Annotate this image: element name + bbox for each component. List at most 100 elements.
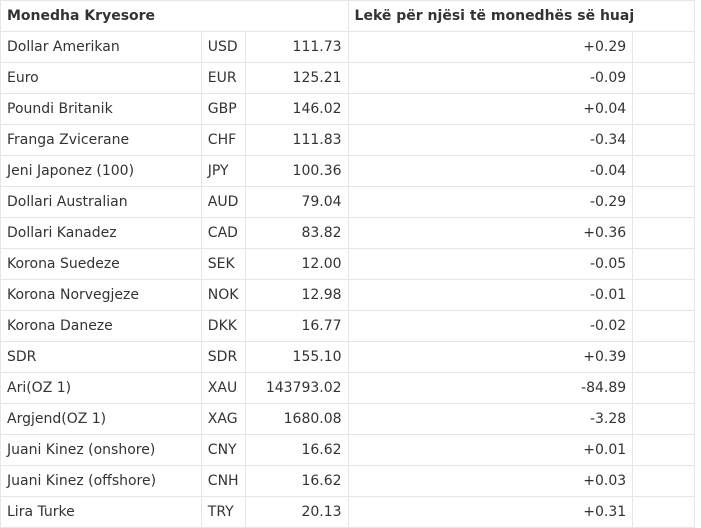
- table-row: Jeni Japonez (100) JPY 100.36 -0.04: [0, 155, 695, 187]
- currency-rate: 100.36: [244, 155, 349, 187]
- table-row: Poundi Britanik GBP 146.02 +0.04: [0, 93, 695, 125]
- currency-change: +0.03: [347, 465, 634, 497]
- currency-name: SDR: [0, 341, 202, 373]
- currency-code: SEK: [200, 248, 246, 280]
- currency-code: CHF: [200, 124, 246, 156]
- currency-name: Korona Daneze: [0, 310, 202, 342]
- currency-code: JPY: [200, 155, 246, 187]
- currency-change: -0.29: [347, 186, 634, 218]
- table-body: Dollar Amerikan USD 111.73 +0.29 Euro EUR 125.…: [0, 31, 695, 528]
- table-row: Korona Daneze DKK 16.77 -0.02: [0, 310, 695, 342]
- currency-name: Korona Suedeze: [0, 248, 202, 280]
- currency-change: +0.31: [347, 496, 634, 528]
- currency-name: Dollari Australian: [0, 186, 202, 218]
- table-row: Dollar Amerikan USD 111.73 +0.29: [0, 31, 695, 63]
- currency-change: -84.89: [347, 372, 634, 404]
- table-row: Dollari Kanadez CAD 83.82 +0.36: [0, 217, 695, 249]
- currency-code: XAG: [200, 403, 246, 435]
- currency-code: TRY: [200, 496, 246, 528]
- empty-cell: [632, 248, 695, 280]
- currency-name: Argjend(OZ 1): [0, 403, 202, 435]
- currency-name: Franga Zvicerane: [0, 124, 202, 156]
- currency-change: -0.34: [347, 124, 634, 156]
- currency-code: GBP: [200, 93, 246, 125]
- currency-code: SDR: [200, 341, 246, 373]
- currency-name: Juani Kinez (onshore): [0, 434, 202, 466]
- currency-change: -0.01: [347, 279, 634, 311]
- currency-name: Poundi Britanik: [0, 93, 202, 125]
- currency-rate: 16.62: [244, 434, 349, 466]
- currency-name: Dollar Amerikan: [0, 31, 202, 63]
- currency-name: Jeni Japonez (100): [0, 155, 202, 187]
- empty-cell: [632, 186, 695, 218]
- currency-rate: 79.04: [244, 186, 349, 218]
- empty-cell: [632, 496, 695, 528]
- currency-code: NOK: [200, 279, 246, 311]
- currency-rate: 16.77: [244, 310, 349, 342]
- empty-cell: [632, 31, 695, 63]
- table-row: Franga Zvicerane CHF 111.83 -0.34: [0, 124, 695, 156]
- empty-cell: [632, 217, 695, 249]
- empty-cell: [632, 310, 695, 342]
- currency-change: -0.02: [347, 310, 634, 342]
- currency-name: Ari(OZ 1): [0, 372, 202, 404]
- currency-name: Lira Turke: [0, 496, 202, 528]
- table-row: Euro EUR 125.21 -0.09: [0, 62, 695, 94]
- currency-rate: 146.02: [244, 93, 349, 125]
- currency-name: Euro: [0, 62, 202, 94]
- currency-change: -0.05: [347, 248, 634, 280]
- currency-rate: 1680.08: [244, 403, 349, 435]
- empty-cell: [632, 372, 695, 404]
- currency-code: XAU: [200, 372, 246, 404]
- header-rate-description: Lekë për njësi të monedhës së huaj: [347, 0, 696, 32]
- empty-cell: [632, 403, 695, 435]
- table-row: Juani Kinez (offshore) CNH 16.62 +0.03: [0, 465, 695, 497]
- currency-change: +0.04: [347, 93, 634, 125]
- currency-change: +0.01: [347, 434, 634, 466]
- currency-code: CAD: [200, 217, 246, 249]
- currency-change: +0.36: [347, 217, 634, 249]
- currency-code: CNH: [200, 465, 246, 497]
- currency-rate: 125.21: [244, 62, 349, 94]
- currency-code: DKK: [200, 310, 246, 342]
- table-row: Korona Suedeze SEK 12.00 -0.05: [0, 248, 695, 280]
- currency-rate: 143793.02: [244, 372, 349, 404]
- currency-name: Korona Norvegjeze: [0, 279, 202, 311]
- currency-code: EUR: [200, 62, 246, 94]
- empty-cell: [632, 62, 695, 94]
- empty-cell: [632, 279, 695, 311]
- currency-rate: 12.98: [244, 279, 349, 311]
- currency-change: +0.39: [347, 341, 634, 373]
- currency-rate: 111.83: [244, 124, 349, 156]
- currency-rate: 16.62: [244, 465, 349, 497]
- table-row: Argjend(OZ 1) XAG 1680.08 -3.28: [0, 403, 695, 435]
- currency-code: AUD: [200, 186, 246, 218]
- currency-rate: 12.00: [244, 248, 349, 280]
- header-main-currencies: Monedha Kryesore: [0, 0, 349, 32]
- empty-cell: [632, 93, 695, 125]
- table-row: Lira Turke TRY 20.13 +0.31: [0, 496, 695, 528]
- empty-cell: [632, 465, 695, 497]
- currency-code: USD: [200, 31, 246, 63]
- empty-cell: [632, 434, 695, 466]
- table-row: Ari(OZ 1) XAU 143793.02 -84.89: [0, 372, 695, 404]
- table-row: SDR SDR 155.10 +0.39: [0, 341, 695, 373]
- currency-code: CNY: [200, 434, 246, 466]
- currency-name: Dollari Kanadez: [0, 217, 202, 249]
- table-row: Juani Kinez (onshore) CNY 16.62 +0.01: [0, 434, 695, 466]
- currency-rate: 111.73: [244, 31, 349, 63]
- currency-rate: 83.82: [244, 217, 349, 249]
- empty-cell: [632, 124, 695, 156]
- empty-cell: [632, 155, 695, 187]
- empty-cell: [632, 341, 695, 373]
- currency-change: -3.28: [347, 403, 634, 435]
- table-header-row: Monedha Kryesore Lekë për njësi të moned…: [0, 0, 696, 32]
- currency-change: -0.09: [347, 62, 634, 94]
- table-row: Dollari Australian AUD 79.04 -0.29: [0, 186, 695, 218]
- currency-rate: 20.13: [244, 496, 349, 528]
- currency-name: Juani Kinez (offshore): [0, 465, 202, 497]
- table-row: Korona Norvegjeze NOK 12.98 -0.01: [0, 279, 695, 311]
- currency-change: +0.29: [347, 31, 634, 63]
- currency-rate: 155.10: [244, 341, 349, 373]
